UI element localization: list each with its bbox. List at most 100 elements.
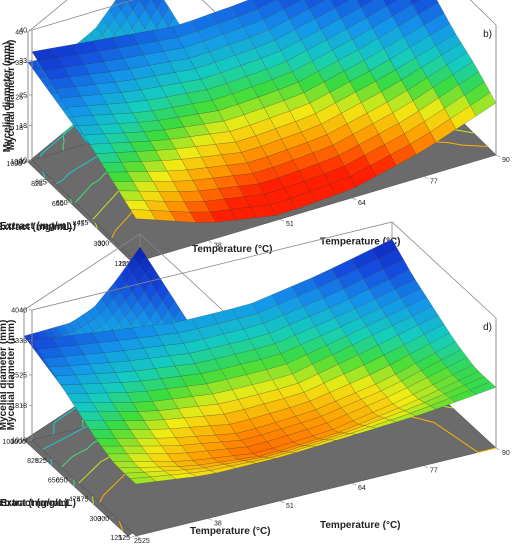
y-axis-title: Extract (mg/mL)	[0, 498, 68, 509]
y-axis-title: Extract (mg/mL)	[0, 221, 76, 232]
x-tick-mark	[351, 482, 357, 486]
y-tick-label: 650	[56, 200, 68, 207]
y-tick-label: 650	[56, 477, 68, 484]
y-tick-label: 650	[52, 201, 64, 208]
y-tick-label: 125	[110, 535, 122, 542]
y-tick-mark	[19, 439, 25, 442]
z-tick-label: 18	[15, 125, 23, 132]
y-tick-label: 475	[77, 220, 89, 227]
y-tick-label: 1000	[6, 161, 22, 168]
y-tick-mark	[107, 241, 112, 244]
y-tick-label: 825	[27, 458, 39, 465]
z-tick-label: 25	[19, 93, 27, 100]
z-axis-title: Mycelial diameter (mm)	[2, 42, 13, 153]
x-tick-mark	[351, 197, 357, 201]
y-tick-label: 300	[94, 241, 106, 248]
y-tick-mark	[82, 497, 87, 499]
y-tick-mark	[69, 478, 74, 480]
y-tick-mark	[131, 535, 137, 538]
y-tick-mark	[27, 159, 33, 162]
y-tick-mark	[23, 161, 29, 164]
z-axis-title: Mycelial diameter (mm)	[0, 320, 9, 431]
y-tick-label: 1000	[2, 439, 18, 446]
y-tick-label: 1000	[10, 439, 26, 446]
x-tick-label: 25	[134, 538, 142, 545]
z-tick-label: 25	[15, 95, 23, 102]
y-tick-label: 825	[35, 458, 47, 465]
x-axis-title: Temperature (°C)	[320, 237, 401, 248]
panel-label: b)	[483, 29, 492, 40]
x-tick-label: 38	[214, 520, 222, 527]
z-tick-label: 33	[19, 58, 27, 65]
z-tick-label: 18	[19, 403, 27, 410]
z-tick-label: 40	[15, 30, 23, 37]
z-tick-label: 18	[19, 123, 27, 130]
y-tick-label: 125	[114, 261, 126, 268]
y-tick-mark	[69, 200, 74, 203]
y-tick-label: 125	[118, 261, 130, 268]
x-tick-mark	[279, 218, 285, 222]
z-tick-label: 10	[19, 438, 27, 445]
x-tick-label: 25	[142, 538, 150, 545]
x-tick-label: 90	[502, 450, 510, 457]
surface-panel-4: 10 18 25 33 40 125 300 475 650 825 1000 25 38 51 64 77 9…	[0, 221, 510, 545]
y-tick-mark	[61, 478, 66, 480]
z-tick-label: 10	[11, 438, 19, 445]
y-tick-mark	[40, 458, 45, 461]
surface-cell	[409, 0, 420, 5]
z-tick-label: 40	[19, 308, 27, 315]
z-tick-label: 33	[19, 338, 27, 345]
z-axis-title: Mycelial diameter (mm)	[6, 40, 17, 151]
z-tick-label: 40	[19, 28, 27, 35]
z-tick-label: 40	[11, 308, 19, 315]
y-tick-label: 475	[69, 497, 81, 504]
y-tick-mark	[90, 220, 95, 223]
y-tick-mark	[48, 180, 53, 182]
y-tick-label: 650	[48, 477, 60, 484]
y-tick-mark	[27, 439, 33, 442]
x-tick-label: 77	[430, 468, 438, 475]
z-tick-label: 33	[11, 338, 19, 345]
y-tick-mark	[44, 181, 49, 184]
x-tick-label: 38	[214, 243, 222, 250]
x-tick-mark	[279, 500, 285, 504]
surface-panel-2: 10 18 25 33 40 125 300 475 650 825 1000 25 38 51 64 77 9…	[0, 0, 510, 271]
x-tick-label: 90	[502, 157, 510, 164]
surface-cell	[129, 209, 157, 221]
x-tick-label: 64	[358, 485, 366, 492]
z-tick-label: 10	[19, 158, 27, 165]
y-tick-label: 300	[90, 516, 102, 523]
y-tick-mark	[111, 516, 116, 519]
x-axis-title: Temperature (°C)	[320, 520, 401, 531]
surface-cell	[129, 476, 157, 485]
y-tick-mark	[65, 201, 70, 204]
y-tick-mark	[103, 516, 108, 519]
x-axis-title: Temperature (°C)	[190, 526, 271, 537]
y-tick-label: 300	[98, 241, 110, 248]
y-tick-mark	[48, 458, 53, 461]
x-tick-label: 51	[286, 503, 294, 510]
y-tick-mark	[90, 497, 95, 499]
y-tick-label: 825	[31, 181, 43, 188]
z-tick-label: 10	[15, 160, 23, 167]
y-tick-label: 825	[35, 179, 47, 186]
x-tick-label: 77	[430, 178, 438, 185]
z-tick-label: 25	[19, 373, 27, 380]
z-tick-label: 25	[11, 373, 19, 380]
y-tick-label: 475	[77, 497, 89, 504]
x-axis-title: Temperature (°C)	[192, 244, 273, 255]
z-axis-title: Mycelial diameter (mm)	[6, 320, 17, 431]
x-tick-mark	[495, 447, 501, 451]
surface-cell	[382, 0, 398, 7]
x-tick-mark	[135, 535, 141, 539]
x-tick-mark	[423, 465, 429, 468]
y-tick-label: 475	[73, 221, 85, 228]
y-tick-label: 300	[98, 516, 110, 523]
x-tick-label: 64	[358, 200, 366, 207]
y-tick-mark	[86, 221, 91, 224]
x-tick-mark	[127, 535, 133, 539]
x-tick-mark	[423, 176, 429, 179]
x-tick-mark	[207, 518, 213, 521]
x-tick-mark	[207, 240, 213, 243]
